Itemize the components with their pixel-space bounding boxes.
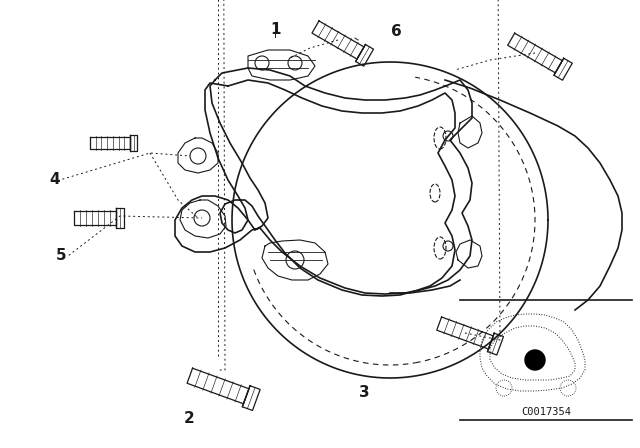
Text: 4: 4 (49, 172, 60, 187)
Text: 6: 6 (392, 24, 402, 39)
Text: 1: 1 (270, 22, 280, 37)
Circle shape (525, 350, 545, 370)
Text: 3: 3 (360, 384, 370, 400)
Text: 2: 2 (184, 411, 194, 426)
Text: 5: 5 (56, 248, 66, 263)
Text: C0017354: C0017354 (521, 407, 571, 417)
